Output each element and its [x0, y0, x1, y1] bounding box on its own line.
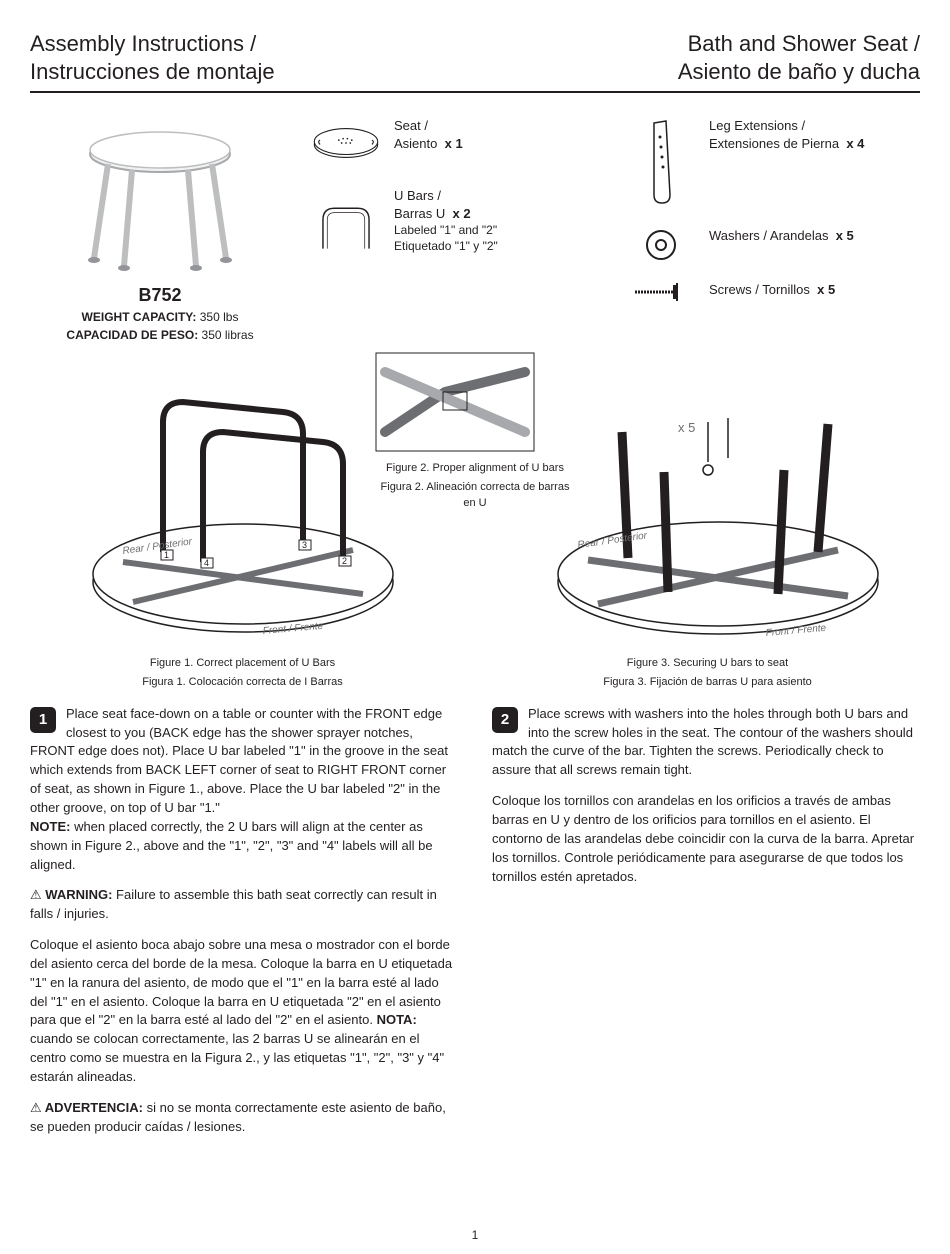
header-left: Assembly Instructions / Instrucciones de…: [30, 30, 275, 85]
fig3-cap-en: Figure 3. Securing U bars to seat: [495, 656, 920, 671]
washer-qty: x 5: [836, 228, 854, 243]
svg-text:1: 1: [164, 550, 169, 560]
washer-label: Washers / Arandelas x 5: [709, 227, 854, 245]
step-2-es: Coloque los tornillos con arandelas en l…: [492, 792, 920, 886]
screw-text: Screws / Tornillos: [709, 282, 810, 297]
step-1-col: 1 Place seat face-down on a table or cou…: [30, 705, 458, 1149]
part-screw: Screws / Tornillos x 5: [625, 281, 920, 303]
leg-en: Leg Extensions /: [709, 117, 864, 135]
part-washer: Washers / Arandelas x 5: [625, 227, 920, 263]
header-right: Bath and Shower Seat / Asiento de baño y…: [678, 30, 920, 85]
parts-col-2: Leg Extensions / Extensiones de Pierna x…: [625, 111, 920, 342]
top-section: B752 WEIGHT CAPACITY: 350 lbs CAPACIDAD …: [30, 111, 920, 342]
fig1-cap-es: Figura 1. Colocación correcta de I Barra…: [30, 675, 455, 690]
screw-label: Screws / Tornillos x 5: [709, 281, 835, 299]
step-1-en: Place seat face-down on a table or count…: [30, 706, 448, 815]
washer-icon: [625, 227, 697, 263]
step-1-es-note: cuando se colocan correctamente, las 2 b…: [30, 1031, 444, 1084]
capacity-label-en: WEIGHT CAPACITY:: [82, 310, 197, 324]
model-number: B752: [30, 285, 290, 306]
svg-text:4: 4: [204, 558, 209, 568]
ubar-icon: [310, 187, 382, 267]
ubar-label: U Bars / Barras U x 2 Labeled "1" and "2…: [394, 187, 498, 254]
ubar-en: U Bars /: [394, 187, 498, 205]
step-1-es-warn-label: ADVERTENCIA:: [42, 1100, 143, 1115]
screw-icon: [625, 281, 697, 303]
step-1-warn-label: WARNING:: [42, 887, 113, 902]
ubar-sub-en: Labeled "1" and "2": [394, 222, 498, 238]
svg-text:3: 3: [302, 540, 307, 550]
seat-en: Seat /: [394, 117, 463, 135]
leg-icon: [625, 117, 697, 209]
part-ubar: U Bars / Barras U x 2 Labeled "1" and "2…: [310, 187, 605, 267]
washer-text: Washers / Arandelas: [709, 228, 828, 243]
ubar-qty: x 2: [453, 206, 471, 221]
instructions: 1 Place seat face-down on a table or cou…: [30, 705, 920, 1149]
figure-3: x 5 Rear / Posterior Front / Frente Figu…: [495, 352, 920, 691]
weight-capacity-es: CAPACIDAD DE PESO: 350 libras: [30, 328, 290, 342]
fig3-cap-es: Figura 3. Fijación de barras U para asie…: [495, 675, 920, 690]
part-seat: Seat / Asiento x 1: [310, 117, 605, 169]
header: Assembly Instructions / Instrucciones de…: [30, 30, 920, 93]
leg-es: Extensiones de Pierna: [709, 136, 839, 151]
product-image: [60, 111, 260, 281]
step-2-badge: 2: [492, 707, 518, 733]
capacity-val-es: 350 libras: [198, 328, 253, 342]
fig1-cap-en: Figure 1. Correct placement of U Bars: [30, 656, 455, 671]
leg-label: Leg Extensions / Extensiones de Pierna x…: [709, 117, 864, 152]
seat-label: Seat / Asiento x 1: [394, 117, 463, 152]
step-2-col: 2 Place screws with washers into the hol…: [492, 705, 920, 1149]
title-en: Assembly Instructions /: [30, 30, 275, 58]
weight-capacity-en: WEIGHT CAPACITY: 350 lbs: [30, 310, 290, 324]
svg-text:2: 2: [342, 556, 347, 566]
seat-icon: [310, 117, 382, 169]
part-leg: Leg Extensions / Extensiones de Pierna x…: [625, 117, 920, 209]
product-title-es: Asiento de baño y ducha: [678, 58, 920, 86]
capacity-label-es: CAPACIDAD DE PESO:: [66, 328, 198, 342]
step-2-en: Place screws with washers into the holes…: [492, 706, 913, 778]
product-box: B752 WEIGHT CAPACITY: 350 lbs CAPACIDAD …: [30, 111, 290, 342]
fig3-x5: x 5: [678, 420, 695, 435]
capacity-val-en: 350 lbs: [196, 310, 238, 324]
leg-qty: x 4: [846, 136, 864, 151]
product-title-en: Bath and Shower Seat /: [678, 30, 920, 58]
screw-qty: x 5: [817, 282, 835, 297]
warning-icon: ⚠: [30, 887, 42, 902]
parts-col-1: Seat / Asiento x 1 U Bars / Barras U x 2…: [310, 111, 605, 342]
ubar-sub-es: Etiquetado "1" y "2": [394, 238, 498, 254]
figures-row: Figure 2. Proper alignment of U bars Fig…: [30, 352, 920, 691]
seat-es: Asiento: [394, 136, 437, 151]
warning-icon-es: ⚠: [30, 1100, 42, 1115]
step-1-badge: 1: [30, 707, 56, 733]
step-1-note: when placed correctly, the 2 U bars will…: [30, 819, 433, 872]
title-es: Instrucciones de montaje: [30, 58, 275, 86]
ubar-es: Barras U: [394, 206, 445, 221]
step-1-es-note-label: NOTA:: [377, 1012, 417, 1027]
step-1-note-label: NOTE:: [30, 819, 70, 834]
figure-1: 1 3 4 2 Rear / Posterior Front / Frente …: [30, 352, 455, 691]
page-number: 1: [0, 1228, 950, 1242]
seat-qty: x 1: [445, 136, 463, 151]
